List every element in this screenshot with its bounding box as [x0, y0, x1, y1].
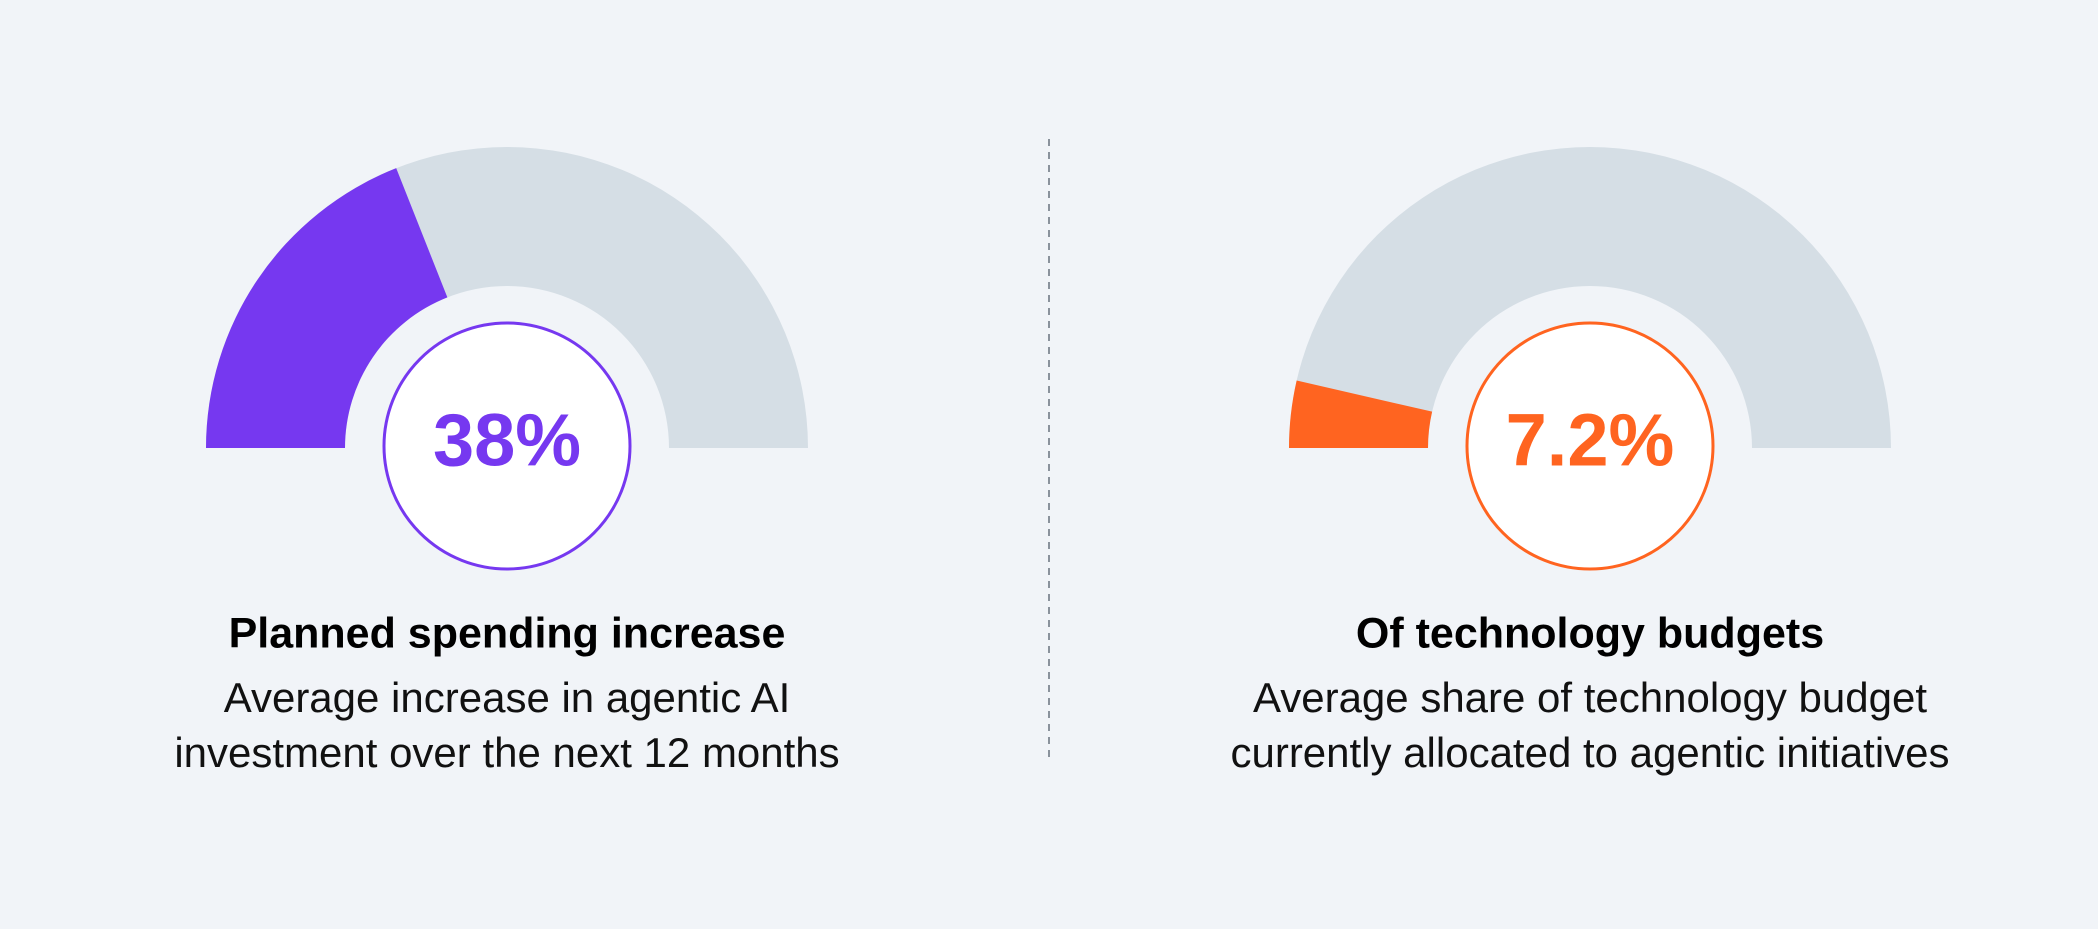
- gauge-subtitle: Average increase in agentic AI: [224, 674, 791, 721]
- gauge-track: [1289, 147, 1891, 448]
- gauge-subtitle: investment over the next 12 months: [174, 729, 839, 776]
- value-label: 38%: [433, 399, 581, 482]
- value-badge: [1465, 321, 1715, 571]
- gauge-subtitle: Average share of technology budget: [1253, 674, 1927, 721]
- value-badge: [382, 321, 632, 571]
- gauge-title: Of technology budgets: [1356, 609, 1824, 657]
- gauge-title: Planned spending increase: [229, 609, 786, 657]
- value-label: 7.2%: [1506, 399, 1675, 482]
- gauge-subtitle: currently allocated to agentic initiativ…: [1230, 729, 1949, 776]
- gauge-fill: [1289, 380, 1433, 448]
- gauge-fill: [206, 168, 448, 449]
